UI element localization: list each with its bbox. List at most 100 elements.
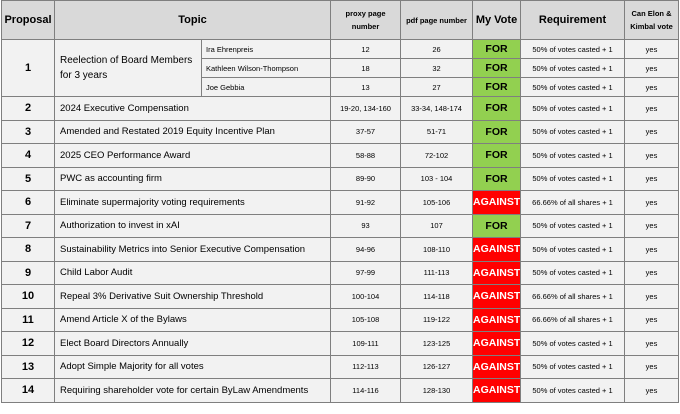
proxy-page: 89-90 bbox=[330, 166, 402, 191]
table-row: 12 Elect Board Directors Annually 109-111 1… bbox=[1, 331, 680, 356]
table-row: 7 Authorization to invest in xAI 93 107 FOR 5… bbox=[1, 213, 680, 238]
can-vote: yes bbox=[624, 284, 680, 309]
table-row: 10 Repeal 3% Derivative Suit Ownership Th… bbox=[1, 284, 680, 309]
requirement: 66.66% of all shares + 1 bbox=[520, 284, 626, 309]
table-row: 4 2025 CEO Performance Award 58-88 72-102 FO… bbox=[1, 143, 680, 168]
can-vote: yes bbox=[624, 354, 680, 379]
proxy-page: 105-108 bbox=[330, 307, 402, 332]
proposal-number: 11 bbox=[1, 307, 55, 332]
proposal-number: 4 bbox=[1, 143, 55, 168]
vote-badge: AGAINST bbox=[472, 284, 522, 309]
vote-badge: FOR bbox=[472, 119, 522, 144]
pdf-page: 33-34, 148-174 bbox=[400, 96, 474, 121]
table-row: 2 2024 Executive Compensation 19-20, 134-1… bbox=[1, 96, 680, 121]
proxy-page: 37-57 bbox=[330, 119, 402, 144]
can-vote: yes bbox=[624, 58, 680, 78]
proposal-topic: Reelection of Board Members for 3 years bbox=[54, 39, 202, 97]
pdf-page: 119-122 bbox=[400, 307, 474, 332]
vote-badge: AGAINST bbox=[472, 307, 522, 332]
proxy-page: 94-96 bbox=[330, 237, 402, 262]
table-row: 5 PWC as accounting firm 89-90 103 - 104 FOR… bbox=[1, 166, 680, 191]
can-vote: yes bbox=[624, 119, 680, 144]
proposal-topic: Amended and Restated 2019 Equity Incenti… bbox=[53, 119, 332, 144]
vote-badge: AGAINST bbox=[472, 378, 522, 403]
pdf-page: 27 bbox=[400, 77, 474, 97]
proposal-number: 7 bbox=[1, 213, 55, 238]
nominee-name: Joe Gebbia bbox=[200, 77, 332, 97]
requirement: 50% of votes casted + 1 bbox=[520, 58, 626, 78]
proposal-topic: Elect Board Directors Annually bbox=[53, 331, 332, 356]
can-vote: yes bbox=[624, 331, 680, 356]
can-vote: yes bbox=[624, 213, 680, 238]
proposal-topic: Child Labor Audit bbox=[53, 260, 332, 285]
table-row: 14 Requiring shareholder vote for certain… bbox=[1, 378, 680, 403]
proposal-topic: Adopt Simple Majority for all votes bbox=[53, 354, 332, 379]
proposal-topic: Requiring shareholder vote for certain B… bbox=[53, 378, 332, 403]
pdf-page: 26 bbox=[400, 39, 474, 59]
requirement: 50% of votes casted + 1 bbox=[520, 119, 626, 144]
requirement: 50% of votes casted + 1 bbox=[520, 96, 626, 121]
pdf-page: 111-113 bbox=[400, 260, 474, 285]
requirement: 50% of votes casted + 1 bbox=[520, 260, 626, 285]
header-proxy-page: proxy page number bbox=[330, 0, 402, 40]
vote-badge: AGAINST bbox=[472, 237, 522, 262]
pdf-page: 107 bbox=[400, 213, 474, 238]
proposal-number: 13 bbox=[1, 354, 55, 379]
header-requirement: Requirement bbox=[520, 0, 626, 40]
proposal-topic: Amend Article X of the Bylaws bbox=[53, 307, 332, 332]
requirement: 66.66% of all shares + 1 bbox=[520, 190, 626, 215]
proxy-page: 19-20, 134-160 bbox=[330, 96, 402, 121]
proposal-number: 9 bbox=[1, 260, 55, 285]
pdf-page: 72-102 bbox=[400, 143, 474, 168]
header-topic: Topic bbox=[53, 0, 332, 40]
proxy-page: 114-116 bbox=[330, 378, 402, 403]
vote-badge: FOR bbox=[472, 77, 522, 97]
vote-badge: AGAINST bbox=[472, 190, 522, 215]
can-vote: yes bbox=[624, 77, 680, 97]
requirement: 66.66% of all shares + 1 bbox=[520, 307, 626, 332]
proposal-number: 8 bbox=[1, 237, 55, 262]
proposal-number: 10 bbox=[1, 284, 55, 309]
header-pdf-page: pdf page number bbox=[400, 0, 474, 40]
header-proposal: Proposal bbox=[1, 0, 55, 40]
requirement: 50% of votes casted + 1 bbox=[520, 237, 626, 262]
proposals-table: Proposal Topic proxy page number pdf pag… bbox=[1, 0, 680, 403]
table-row: Joe Gebbia 13 27 FOR 50% of votes casted… bbox=[2, 77, 680, 97]
requirement: 50% of votes casted + 1 bbox=[520, 354, 626, 379]
nominee-name: Ira Ehrenpreis bbox=[200, 39, 332, 59]
proxy-page: 97-99 bbox=[330, 260, 402, 285]
proposal-number: 6 bbox=[1, 190, 55, 215]
pdf-page: 114-118 bbox=[400, 284, 474, 309]
proxy-page: 91-92 bbox=[330, 190, 402, 215]
table-row: 3 Amended and Restated 2019 Equity Incent… bbox=[1, 119, 680, 144]
can-vote: yes bbox=[624, 378, 680, 403]
proxy-page: 13 bbox=[330, 77, 402, 97]
vote-badge: FOR bbox=[472, 39, 522, 59]
pdf-page: 103 - 104 bbox=[400, 166, 474, 191]
proposal-topic: Repeal 3% Derivative Suit Ownership Thre… bbox=[53, 284, 332, 309]
table-row: 13 Adopt Simple Majority for all votes 112… bbox=[1, 354, 680, 379]
pdf-page: 126-127 bbox=[400, 354, 474, 379]
can-vote: yes bbox=[624, 166, 680, 191]
pdf-page: 108-110 bbox=[400, 237, 474, 262]
vote-badge: FOR bbox=[472, 143, 522, 168]
requirement: 50% of votes casted + 1 bbox=[520, 143, 626, 168]
nominee-name: Kathleen Wilson-Thompson bbox=[200, 58, 332, 78]
proposal-number: 14 bbox=[1, 378, 55, 403]
table-row: 1 Reelection of Board Members for 3 year… bbox=[1, 39, 680, 97]
vote-badge: FOR bbox=[472, 96, 522, 121]
can-vote: yes bbox=[624, 143, 680, 168]
requirement: 50% of votes casted + 1 bbox=[520, 331, 626, 356]
proxy-page: 58-88 bbox=[330, 143, 402, 168]
proposal-topic: 2024 Executive Compensation bbox=[53, 96, 332, 121]
requirement: 50% of votes casted + 1 bbox=[520, 77, 626, 97]
proposal-number: 2 bbox=[1, 96, 55, 121]
vote-badge: AGAINST bbox=[472, 260, 522, 285]
table-row: 6 Eliminate supermajority voting requirem… bbox=[1, 190, 680, 215]
proxy-page: 112-113 bbox=[330, 354, 402, 379]
pdf-page: 32 bbox=[400, 58, 474, 78]
can-vote: yes bbox=[624, 307, 680, 332]
proposal-topic: Eliminate supermajority voting requireme… bbox=[53, 190, 332, 215]
header-can-vote: Can Elon & Kimbal vote bbox=[624, 0, 680, 40]
vote-badge: FOR bbox=[472, 213, 522, 238]
